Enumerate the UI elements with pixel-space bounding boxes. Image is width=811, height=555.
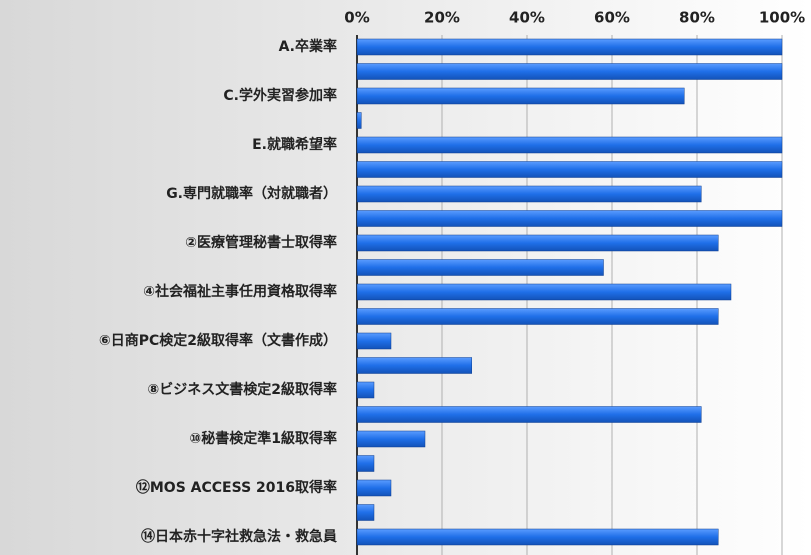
y-tick-label: C.学外実習参加率 xyxy=(223,87,337,104)
bar xyxy=(356,308,719,325)
bar xyxy=(356,161,783,178)
y-tick-label: ⑩秘書検定準1級取得率 xyxy=(189,430,337,447)
bar xyxy=(356,504,375,521)
y-tick-label: ④社会福祉主事任用資格取得率 xyxy=(143,283,337,300)
bar xyxy=(356,38,783,56)
bar xyxy=(356,332,392,350)
bar xyxy=(356,357,472,374)
x-tick-label: 60% xyxy=(594,9,630,27)
bar xyxy=(356,234,719,252)
bar xyxy=(356,283,732,301)
bar xyxy=(356,455,375,472)
x-tick-label: 0% xyxy=(344,9,369,27)
y-tick-label: A.卒業率 xyxy=(279,38,337,55)
bar xyxy=(356,479,392,497)
x-tick-label: 100% xyxy=(759,9,805,27)
bar xyxy=(356,87,685,105)
bar xyxy=(356,63,783,80)
x-tick-label: 40% xyxy=(509,9,545,27)
bar xyxy=(356,185,702,203)
bar xyxy=(356,210,783,227)
y-tick-label: ⑥日商PC検定2級取得率（文書作成） xyxy=(99,332,337,349)
y-tick-label: ⑧ビジネス文書検定2級取得率 xyxy=(147,381,337,398)
y-tick-label: G.専門就職率（対就職者） xyxy=(166,185,337,202)
y-tick-label: ⑭日本赤十字社救急法・救急員 xyxy=(141,528,337,545)
bar xyxy=(356,528,719,546)
bar xyxy=(356,430,426,448)
y-tick-label: E.就職希望率 xyxy=(252,136,337,153)
bar xyxy=(356,381,375,399)
bar xyxy=(356,259,604,276)
bar xyxy=(356,136,783,154)
y-tick-label: ②医療管理秘書士取得率 xyxy=(185,234,337,251)
x-tick-label: 80% xyxy=(679,9,715,27)
y-tick-label: ⑫MOS ACCESS 2016取得率 xyxy=(136,479,337,496)
bar xyxy=(356,112,362,129)
bar xyxy=(356,406,702,423)
x-tick-label: 20% xyxy=(424,9,460,27)
